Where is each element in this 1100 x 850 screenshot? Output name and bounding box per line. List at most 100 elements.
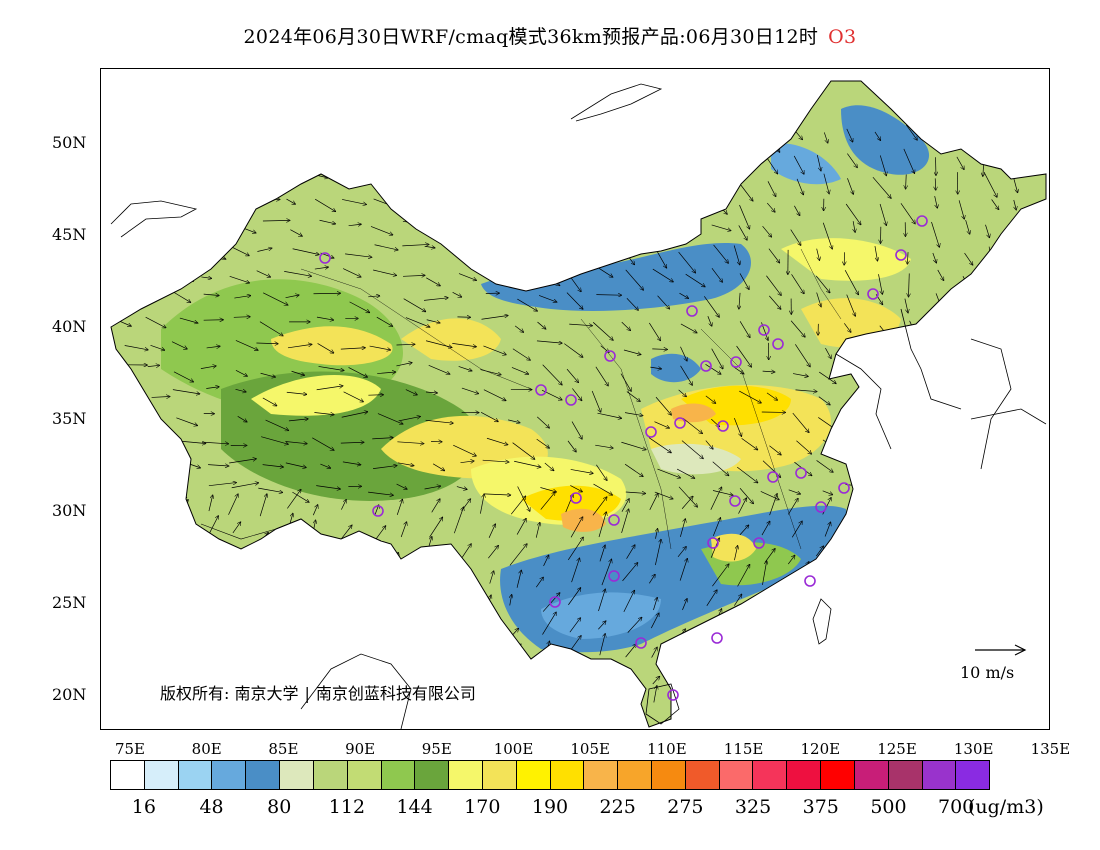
wind-vector [348,573,357,582]
wind-vector [849,420,865,425]
wind-vector [542,364,562,385]
province-border [700,328,802,550]
wind-vector [597,412,621,418]
wind-vector [934,325,935,339]
credit-separator: | [304,684,310,703]
wind-vector [431,499,440,513]
wind-vector [374,244,398,250]
wind-vector [259,321,283,336]
wind-vector [905,349,906,371]
wind-vector [626,298,638,310]
wind-vector [1016,526,1021,539]
wind-vector [985,373,1004,374]
wind-vector [678,486,697,507]
wind-vector [652,349,667,350]
wind-vector [260,372,276,377]
wind-vector [397,442,423,444]
wind-vector [824,522,830,537]
wind-vector [488,546,498,559]
wind-vector [765,639,771,657]
wind-vector [788,499,798,515]
wind-vector [231,483,259,489]
wind-vector [376,128,394,133]
wind-vector [256,270,271,277]
wind-vector [937,269,944,280]
wind-vector [845,621,849,633]
wind-vector [626,545,635,559]
wind-vector [458,366,472,370]
wind-vector [148,124,166,129]
wind-vector [906,591,925,613]
wind-vector [180,244,207,249]
wind-vector [229,275,250,283]
station-marker-shanghai [838,482,850,494]
wind-vector [152,514,163,540]
lon-label: 115E [723,740,764,758]
station-marker-kunming [549,596,561,608]
wind-vector [739,292,740,309]
wind-vector [592,497,607,516]
wind-vector [452,175,470,183]
wind-vector [153,468,181,471]
wind-vector [453,444,476,456]
wind-vector [878,514,885,539]
station-marker-xian [674,417,686,429]
wind-vector [734,546,737,561]
wind-vector [405,389,417,395]
wind-vector [171,341,187,349]
wind-vector [961,561,981,581]
wind-vector [541,176,564,189]
japan-coast [970,408,1047,425]
wind-vector [962,487,980,488]
wind-vector [986,491,1003,511]
wind-vector [933,584,942,605]
wind-vector [564,343,582,358]
wind-vector [543,690,552,707]
wind-vector [879,155,886,175]
wind-vector [908,695,914,708]
lon-label: 90E [345,740,376,758]
wind-vector [152,221,163,228]
wind-vector [679,292,688,298]
wind-vector [932,252,936,263]
wind-vector [987,124,995,134]
colorbar-swatch [821,761,855,789]
wind-vector [286,392,307,394]
station-marker-hohhot [686,305,698,317]
wind-vector [256,343,278,344]
wind-vector [791,521,802,538]
wind-vector [990,498,999,511]
wind-vector [372,592,385,612]
wind-vector [683,175,702,176]
station-marker-nanjing [795,467,807,479]
wind-vector [739,488,753,503]
wind-vector [348,542,358,565]
wind-vector [677,684,692,703]
wind-vector [173,371,193,382]
city-stations [319,215,928,701]
wind-vector [651,647,658,658]
wind-vector [483,494,511,495]
colorbar-swatch [719,761,754,789]
wind-vector [400,590,414,613]
wind-vector [847,341,854,352]
wind-vector [567,537,583,561]
wind-vector [571,558,580,583]
wind-vector [850,466,876,471]
map-panel [100,68,1050,730]
lon-label: 85E [268,740,299,758]
wind-vector [599,634,605,656]
wind-vector [649,493,658,510]
wind-vector [173,492,186,497]
colorbar-unit: (ug/m3) [968,796,1044,818]
station-marker-haikou [667,689,679,701]
wind-vector [150,344,165,350]
wind-vector [397,462,414,466]
hainan-island [645,683,680,725]
credit-right: 南京创蓝科技有限公司 [315,684,476,703]
wind-vector [985,301,992,317]
wind-vector [1017,292,1030,311]
wind-vector [620,153,635,158]
wind-vector [427,157,452,159]
wind-vector [348,588,360,612]
